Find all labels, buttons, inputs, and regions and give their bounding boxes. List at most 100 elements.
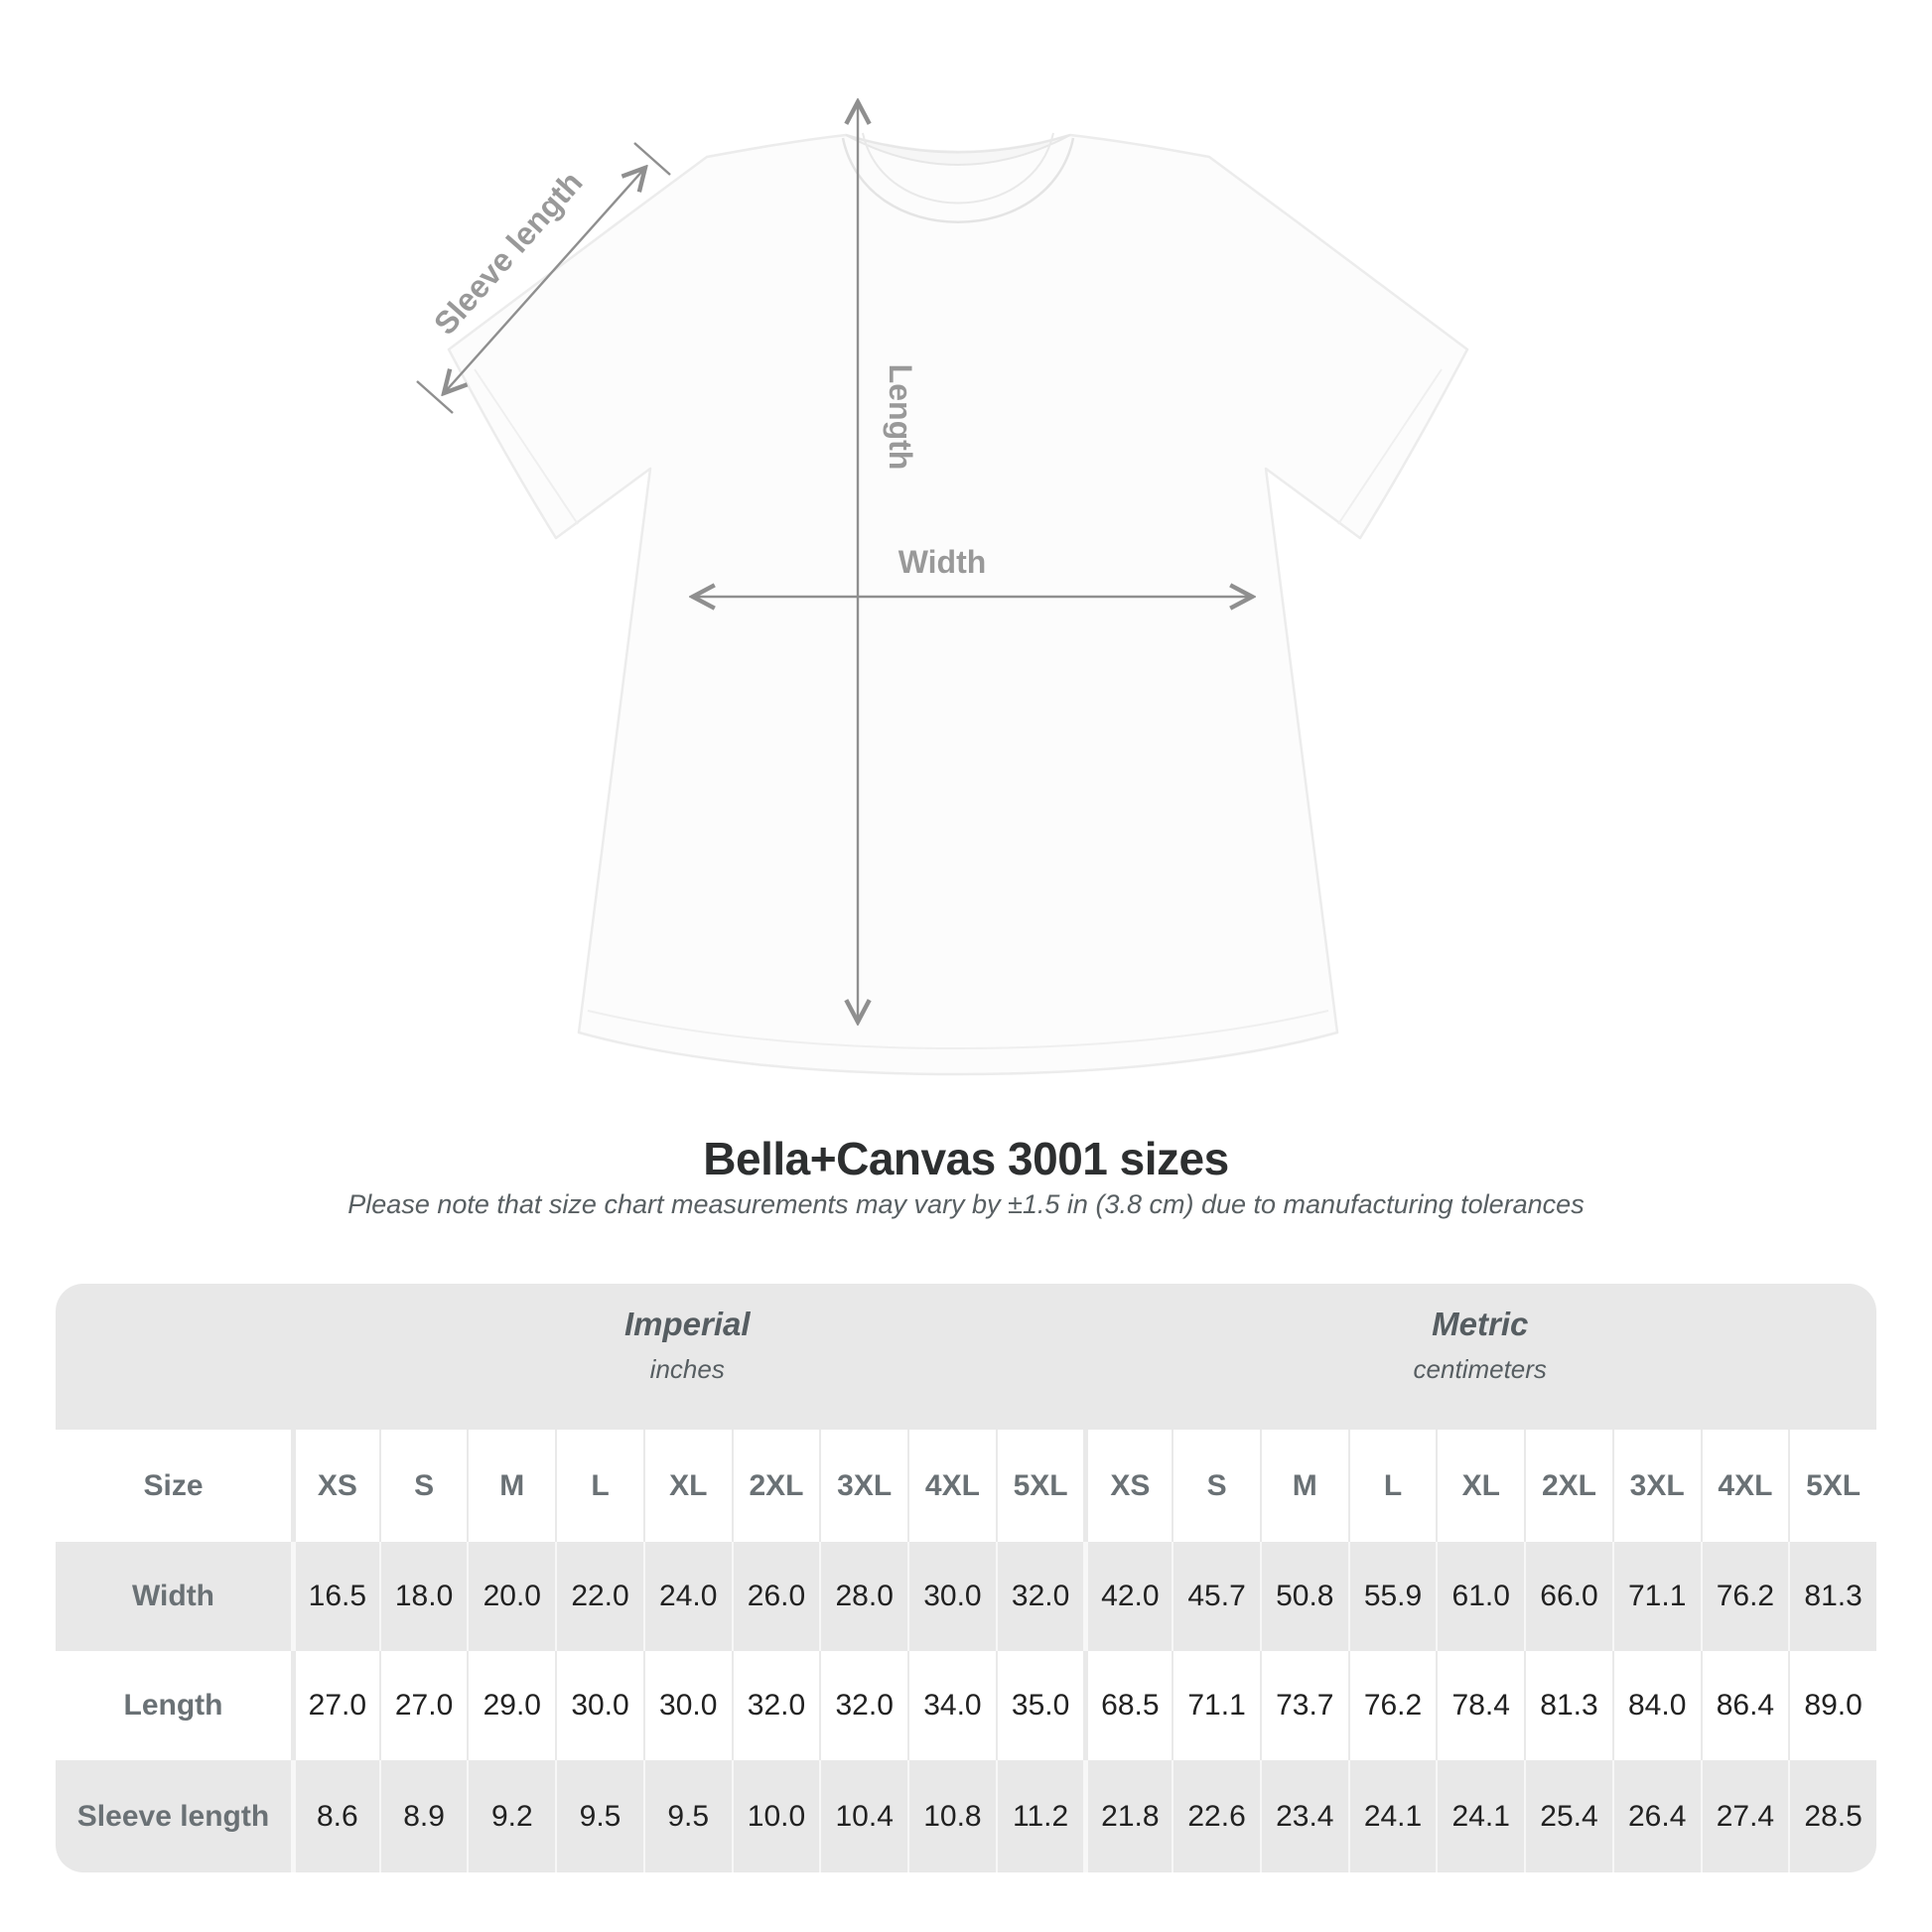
size-header-metric-xs: XS <box>1083 1430 1172 1542</box>
value-cell: 50.8 <box>1259 1542 1348 1651</box>
value-cell: 29.0 <box>467 1651 555 1760</box>
value-cell: 34.0 <box>907 1651 996 1760</box>
row-label: Length <box>123 1689 223 1722</box>
imperial-unit: inches <box>649 1354 725 1384</box>
value-cell: 71.1 <box>1172 1651 1260 1760</box>
value-cell: 30.0 <box>555 1651 643 1760</box>
value-cell: 9.5 <box>642 1760 732 1872</box>
value-cell: 30.0 <box>907 1542 996 1651</box>
tshirt-hem-stitch <box>587 1010 1329 1050</box>
value-cell: 11.2 <box>995 1760 1084 1872</box>
value-cell: 71.1 <box>1611 1542 1701 1651</box>
imperial-title: Imperial <box>623 1306 751 1342</box>
value-cell: 27.0 <box>378 1651 468 1760</box>
size-header-imperial-xl: XL <box>642 1430 732 1542</box>
measurement-row-length: Length 27.0 27.0 29.0 30.0 30.0 32.0 32.0 34.0 35… <box>56 1651 1876 1760</box>
value-cell: 24.1 <box>1436 1760 1524 1872</box>
value-cell: 26.0 <box>731 1542 820 1651</box>
value-cell: 28.5 <box>1788 1760 1876 1872</box>
value-cell: 45.7 <box>1172 1542 1260 1651</box>
value-cell: 24.1 <box>1347 1760 1437 1872</box>
metric-group-header: Metric centimeters <box>1084 1284 1877 1430</box>
metric-title: Metric <box>1432 1306 1529 1342</box>
value-cell: 81.3 <box>1788 1542 1876 1651</box>
sleeve-length-tick-top <box>633 142 671 176</box>
value-cell: 23.4 <box>1259 1760 1348 1872</box>
value-cell: 27.0 <box>291 1651 379 1760</box>
size-column-label: Size <box>143 1468 204 1502</box>
value-cell: 26.4 <box>1611 1760 1701 1872</box>
value-cell: 8.6 <box>291 1760 379 1872</box>
value-cell: 8.9 <box>378 1760 468 1872</box>
metric-unit: centimeters <box>1413 1354 1547 1384</box>
band-spacer <box>56 1284 291 1430</box>
value-cell: 9.5 <box>555 1760 643 1872</box>
value-cell: 61.0 <box>1436 1542 1524 1651</box>
tshirt-size-diagram: Sleeve length Length Width <box>416 0 1469 1076</box>
row-label: Width <box>131 1580 215 1612</box>
value-cell: 89.0 <box>1788 1651 1876 1760</box>
value-cell: 32.0 <box>819 1651 907 1760</box>
sleeve-length-tick-bottom <box>416 380 454 414</box>
value-cell: 10.0 <box>731 1760 820 1872</box>
value-cell: 84.0 <box>1611 1651 1701 1760</box>
measurement-row-sleeve-length: Sleeve length 8.6 8.9 9.2 9.5 9.5 10.0 10.4 10.8… <box>56 1760 1876 1872</box>
value-cell: 68.5 <box>1083 1651 1172 1760</box>
size-header-metric-3xl: 3XL <box>1611 1430 1701 1542</box>
size-header-imperial-xs: XS <box>291 1430 379 1542</box>
size-header-imperial-m: M <box>467 1430 555 1542</box>
value-cell: 32.0 <box>995 1542 1084 1651</box>
value-cell: 22.6 <box>1172 1760 1260 1872</box>
row-label: Sleeve length <box>76 1799 270 1833</box>
size-header-metric-4xl: 4XL <box>1700 1430 1789 1542</box>
tshirt-illustration <box>447 132 1469 1076</box>
value-cell: 18.0 <box>378 1542 468 1651</box>
value-cell: 20.0 <box>467 1542 555 1651</box>
size-header-metric-s: S <box>1172 1430 1260 1542</box>
measurement-row-width: Width 16.5 18.0 20.0 22.0 24.0 26.0 28.0 30.0 32.… <box>56 1542 1876 1651</box>
imperial-group-header: Imperial inches <box>291 1284 1084 1430</box>
size-header-imperial-s: S <box>378 1430 468 1542</box>
value-cell: 16.5 <box>291 1542 379 1651</box>
value-cell: 25.4 <box>1524 1760 1612 1872</box>
value-cell: 76.2 <box>1700 1542 1789 1651</box>
size-header-metric-l: L <box>1347 1430 1437 1542</box>
size-header-imperial-5xl: 5XL <box>995 1430 1084 1542</box>
tshirt-collar-inner <box>862 132 1054 205</box>
size-header-row: Size XS S M L XL 2XL 3XL 4XL 5XL XS S M L XL 2XL 3XL 4XL… <box>56 1430 1876 1542</box>
value-cell: 55.9 <box>1347 1542 1437 1651</box>
value-cell: 32.0 <box>731 1651 820 1760</box>
page-title: Bella+Canvas 3001 sizes <box>703 1133 1229 1184</box>
length-label: Length <box>883 364 918 471</box>
size-header-metric-xl: XL <box>1436 1430 1524 1542</box>
size-header-imperial-l: L <box>555 1430 643 1542</box>
size-header-imperial-2xl: 2XL <box>731 1430 820 1542</box>
sleeve-length-arrow <box>445 169 644 392</box>
value-cell: 73.7 <box>1259 1651 1348 1760</box>
size-header-metric-5xl: 5XL <box>1788 1430 1876 1542</box>
size-table-body: Width 16.5 18.0 20.0 22.0 24.0 26.0 28.0 30.0 32.… <box>56 1542 1876 1872</box>
value-cell: 27.4 <box>1700 1760 1789 1872</box>
value-cell: 42.0 <box>1083 1542 1172 1651</box>
value-cell: 66.0 <box>1524 1542 1612 1651</box>
tshirt-body <box>447 133 1469 1076</box>
tshirt-back-collar <box>845 134 1071 166</box>
size-table: Imperial inches Metric centimeters Size … <box>56 1284 1876 1872</box>
value-cell: 24.0 <box>642 1542 732 1651</box>
value-cell: 76.2 <box>1347 1651 1437 1760</box>
tshirt-right-cuff-stitch <box>1337 368 1443 525</box>
value-cell: 10.4 <box>819 1760 907 1872</box>
unit-band: Imperial inches Metric centimeters <box>56 1284 1876 1430</box>
size-header-metric-2xl: 2XL <box>1524 1430 1612 1542</box>
value-cell: 21.8 <box>1083 1760 1172 1872</box>
value-cell: 28.0 <box>819 1542 907 1651</box>
value-cell: 22.0 <box>555 1542 643 1651</box>
tolerance-note: Please note that size chart measurements… <box>347 1189 1585 1219</box>
value-cell: 81.3 <box>1524 1651 1612 1760</box>
value-cell: 10.8 <box>907 1760 996 1872</box>
size-header-metric-m: M <box>1259 1430 1348 1542</box>
value-cell: 78.4 <box>1436 1651 1524 1760</box>
value-cell: 30.0 <box>642 1651 732 1760</box>
size-header-imperial-3xl: 3XL <box>819 1430 907 1542</box>
